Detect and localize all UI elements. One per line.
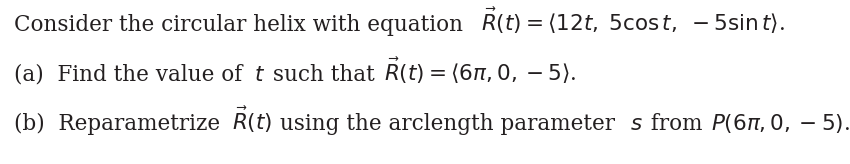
Text: $t$: $t$ [254, 64, 265, 86]
Text: from: from [643, 113, 709, 135]
Text: $\vec{R}(t)$: $\vec{R}(t)$ [232, 105, 272, 135]
Text: (a)  Find the value of: (a) Find the value of [14, 64, 249, 86]
Text: $\vec{R}(t) = \langle 12t,\; 5\cos t,\; -5\sin t\rangle$.: $\vec{R}(t) = \langle 12t,\; 5\cos t,\; … [480, 6, 785, 36]
Text: (b)  Reparametrize: (b) Reparametrize [14, 113, 227, 135]
Text: Consider the circular helix with equation: Consider the circular helix with equatio… [14, 14, 469, 36]
Text: $P(6\pi, 0, -5)$.: $P(6\pi, 0, -5)$. [711, 112, 849, 135]
Text: $s$: $s$ [631, 113, 643, 135]
Text: such that: such that [266, 64, 382, 86]
Text: $\vec{R}(t) = \langle 6\pi, 0, -5\rangle$.: $\vec{R}(t) = \langle 6\pi, 0, -5\rangle… [384, 56, 577, 86]
Text: using the arclength parameter: using the arclength parameter [273, 113, 622, 135]
